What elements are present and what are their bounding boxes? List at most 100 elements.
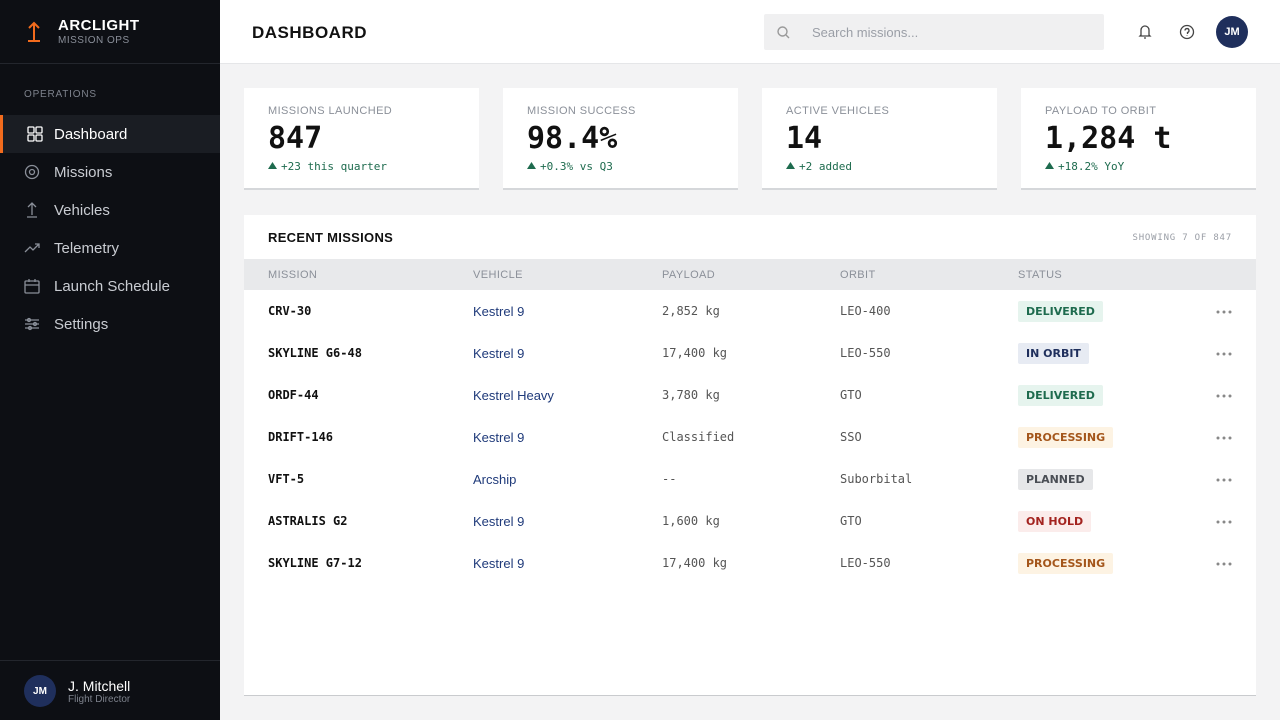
- mission-cell: VFT-5: [268, 472, 305, 486]
- table-row[interactable]: VFT-5 Arcship -- Suborbital PLANNED: [244, 458, 1256, 500]
- column-header: STATUS: [1018, 269, 1063, 281]
- payload-cell: Classified: [662, 430, 735, 444]
- row-menu[interactable]: [1216, 478, 1232, 482]
- vehicle-cell[interactable]: Kestrel 9: [473, 514, 525, 529]
- table-row[interactable]: SKYLINE G7-12 Kestrel 9 17,400 kg LEO-550 PR…: [244, 542, 1256, 584]
- status-pill: PROCESSING: [1018, 553, 1114, 574]
- payload-cell: 3,780 kg: [662, 388, 720, 402]
- nav-icon: [24, 164, 40, 180]
- nav-item[interactable]: Dashboard: [0, 115, 220, 153]
- stat-value: 1,284 t: [1045, 121, 1172, 156]
- stat-delta: +2 added: [786, 160, 973, 173]
- stat-value: 98.4%: [527, 121, 618, 156]
- vehicle-cell[interactable]: Kestrel Heavy: [473, 388, 554, 403]
- table-row[interactable]: SKYLINE G6-48 Kestrel 9 17,400 kg LEO-550 IN…: [244, 332, 1256, 374]
- column-header: VEHICLE: [473, 269, 523, 281]
- nav-item[interactable]: Missions: [0, 153, 220, 191]
- nav-icon: [24, 243, 40, 253]
- page-title: DASHBOARD: [252, 23, 367, 42]
- nav-label: Settings: [54, 315, 109, 333]
- search-icon: [777, 26, 790, 39]
- mission-cell: ORDF-44: [268, 388, 319, 402]
- status-pill: ON HOLD: [1018, 511, 1092, 532]
- nav-icon: [27, 202, 37, 218]
- nav-label: Telemetry: [54, 239, 120, 257]
- status-pill: PLANNED: [1018, 469, 1093, 490]
- stat-card: MISSIONS LAUNCHED 847 +23 this quarter: [244, 88, 479, 190]
- nav-icon: [25, 317, 39, 331]
- up-arrow: [268, 162, 277, 169]
- user-role: Flight Director: [68, 694, 131, 705]
- stat-delta-text: +2 added: [799, 160, 852, 173]
- stat-label: PAYLOAD TO ORBIT: [1045, 105, 1157, 117]
- status-pill: IN ORBIT: [1018, 343, 1089, 364]
- mission-cell: SKYLINE G6-48: [268, 346, 362, 360]
- logo: [28, 21, 40, 42]
- payload-cell: 17,400 kg: [662, 346, 728, 360]
- row-menu[interactable]: [1216, 520, 1232, 524]
- stat-card: PAYLOAD TO ORBIT 1,284 t +18.2% YoY: [1021, 88, 1256, 190]
- row-menu[interactable]: [1216, 352, 1232, 356]
- stat-delta-text: +18.2% YoY: [1058, 160, 1125, 173]
- brand-name: ARCLIGHT: [58, 17, 140, 34]
- nav-label: Launch Schedule: [54, 277, 170, 295]
- column-header: ORBIT: [840, 269, 876, 281]
- user[interactable]: JM J. Mitchell Flight Director: [0, 660, 220, 720]
- nav-label: Vehicles: [54, 201, 110, 219]
- table-row[interactable]: ORDF-44 Kestrel Heavy 3,780 kg GTO DELIVERED: [244, 374, 1256, 416]
- table-header: MISSION VEHICLE PAYLOAD ORBIT STATUS: [244, 259, 1256, 290]
- row-menu[interactable]: [1216, 436, 1232, 440]
- user-avatar: JM: [24, 675, 56, 707]
- stat-label: MISSIONS LAUNCHED: [268, 105, 393, 117]
- user-name: J. Mitchell: [68, 678, 131, 694]
- payload-cell: 1,600 kg: [662, 514, 720, 528]
- nav-item[interactable]: Telemetry: [0, 229, 220, 267]
- orbit-cell: SSO: [840, 430, 862, 444]
- stat-label: MISSION SUCCESS: [527, 105, 636, 117]
- column-header: PAYLOAD: [662, 269, 716, 281]
- mission-cell: ASTRALIS G2: [268, 514, 348, 528]
- nav-icon: [24, 279, 40, 294]
- nav-label: Dashboard: [54, 125, 128, 143]
- nav-item[interactable]: Launch Schedule: [0, 267, 220, 305]
- orbit-cell: LEO-400: [840, 304, 891, 318]
- table-row[interactable]: CRV-30 Kestrel 9 2,852 kg LEO-400 DELIVERED: [244, 290, 1256, 332]
- payload-cell: 17,400 kg: [662, 556, 728, 570]
- nav-item[interactable]: Vehicles: [0, 191, 220, 229]
- vehicle-cell[interactable]: Kestrel 9: [473, 304, 525, 319]
- vehicle-cell[interactable]: Kestrel 9: [473, 346, 525, 361]
- mission-cell: DRIFT-146: [268, 430, 334, 444]
- status-pill: PROCESSING: [1018, 427, 1114, 448]
- header-avatar[interactable]: JM: [1216, 16, 1248, 48]
- vehicle-cell[interactable]: Kestrel 9: [473, 556, 525, 571]
- table-row[interactable]: DRIFT-146 Kestrel 9 Classified SSO PROCESSIN…: [244, 416, 1256, 458]
- row-menu[interactable]: [1216, 310, 1232, 314]
- payload-cell: --: [662, 472, 677, 486]
- column-header: MISSION: [268, 269, 318, 281]
- nav-item[interactable]: Settings: [0, 305, 220, 343]
- search[interactable]: Search missions...: [764, 14, 1104, 50]
- nav-icon: [27, 126, 43, 142]
- payload-cell: 2,852 kg: [662, 304, 720, 318]
- row-menu[interactable]: [1216, 562, 1232, 566]
- up-arrow: [527, 162, 536, 169]
- stat-delta: +0.3% vs Q3: [527, 160, 714, 173]
- orbit-cell: GTO: [840, 514, 862, 528]
- status-pill: DELIVERED: [1018, 301, 1103, 322]
- stat-card: ACTIVE VEHICLES 14 +2 added: [762, 88, 997, 190]
- brand: ARCLIGHT MISSION OPS: [0, 0, 220, 64]
- table-row[interactable]: ASTRALIS G2 Kestrel 9 1,600 kg GTO ON HOLD: [244, 500, 1256, 542]
- vehicle-cell[interactable]: Arcship: [473, 472, 517, 487]
- panel-title: RECENT MISSIONS: [268, 230, 394, 245]
- vehicle-cell[interactable]: Kestrel 9: [473, 430, 525, 445]
- up-arrow: [786, 162, 795, 169]
- mission-cell: SKYLINE G7-12: [268, 556, 362, 570]
- stat-value: 847: [268, 121, 323, 156]
- row-menu[interactable]: [1216, 394, 1232, 398]
- panel-summary: SHOWING 7 OF 847: [1132, 233, 1232, 243]
- notifications[interactable]: [1138, 24, 1152, 40]
- brand-subtitle: MISSION OPS: [58, 35, 130, 46]
- stat-delta: +23 this quarter: [268, 160, 455, 173]
- help[interactable]: [1179, 24, 1195, 40]
